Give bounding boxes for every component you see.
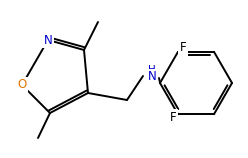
Text: N: N	[148, 70, 156, 83]
Text: F: F	[180, 41, 186, 54]
Text: H: H	[148, 65, 156, 75]
Text: O: O	[17, 79, 27, 91]
Text: F: F	[170, 111, 176, 124]
Text: N: N	[44, 33, 52, 46]
